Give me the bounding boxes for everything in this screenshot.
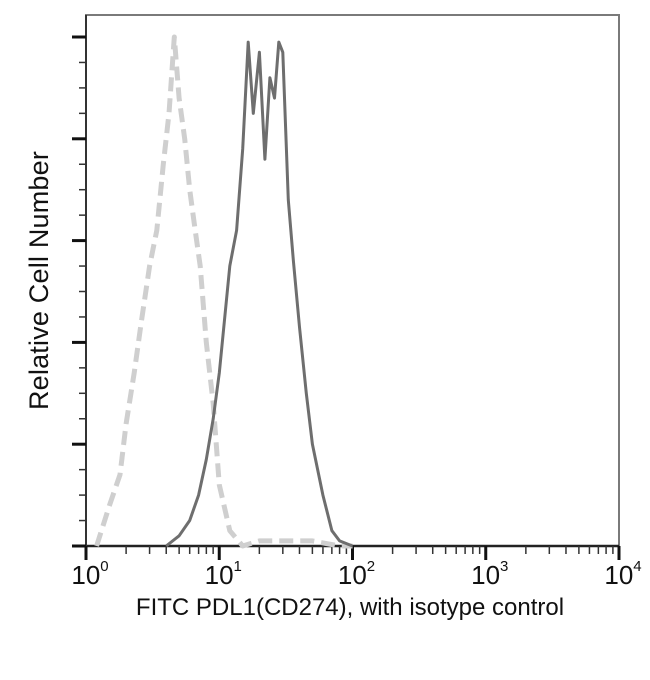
x-tick-label: 101 [204, 558, 242, 590]
x-tick-label: 102 [337, 558, 376, 590]
x-tick-label: 103 [471, 558, 509, 590]
y-axis-label-text: Relative Cell Number [24, 150, 55, 410]
pdl1-histogram [165, 40, 354, 548]
x-tick-label: 104 [604, 558, 642, 590]
plot-area [72, 14, 621, 560]
y-axis-label: Relative Cell Number [0, 0, 80, 560]
isotype-control-histogram [94, 34, 353, 549]
series-layer [94, 34, 354, 549]
plot-frame [85, 14, 620, 547]
x-axis-label: FITC PDL1(CD274), with isotype control [135, 594, 565, 621]
x-tick-label: 100 [71, 558, 109, 590]
